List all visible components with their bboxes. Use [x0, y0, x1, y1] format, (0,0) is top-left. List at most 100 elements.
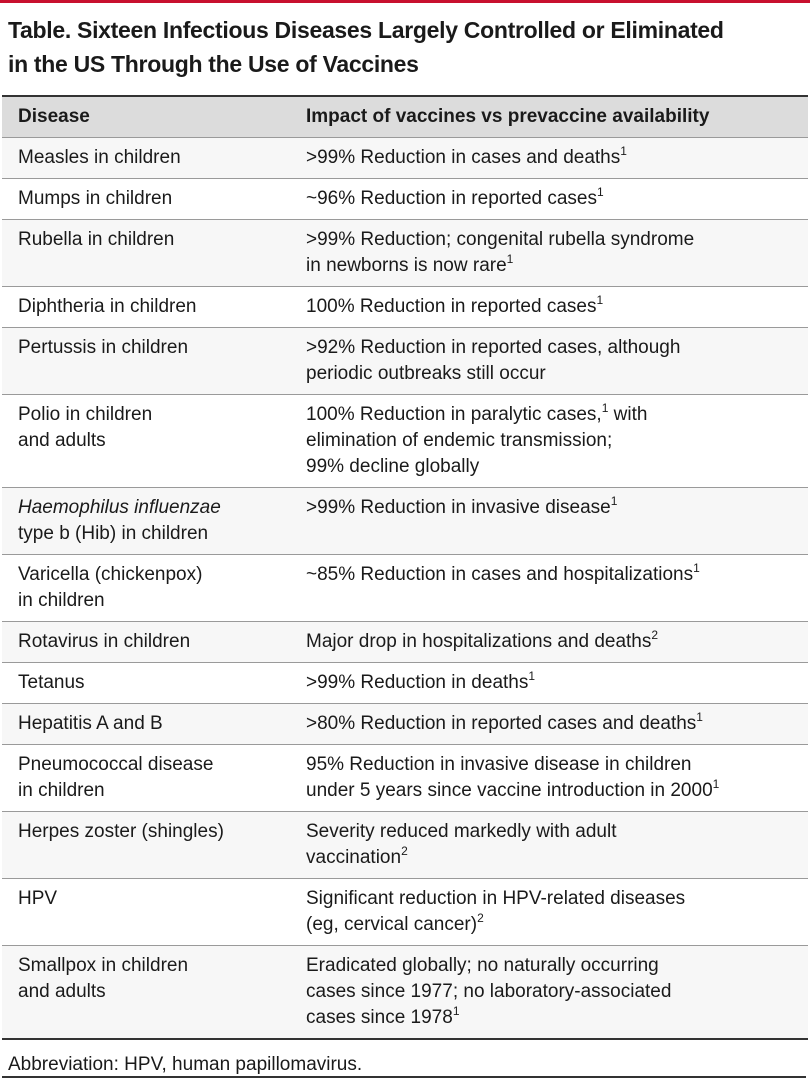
footnote-ref: 2: [477, 911, 484, 925]
table-row: Pertussis in children >92% Reduction in r…: [2, 327, 808, 395]
cell-text: cases since 1977; no laboratory-associat…: [306, 981, 672, 1002]
footnote-ref: 1: [620, 144, 627, 158]
cell: Herpes zoster (shingles): [2, 811, 290, 879]
cell-text: type b (Hib) in children: [18, 523, 209, 544]
cell-text: Herpes zoster (shingles): [18, 821, 224, 842]
cell-text: Measles in children: [18, 147, 181, 168]
cell: ~85% Reduction in cases and hospitalizat…: [290, 554, 808, 622]
cell-text: >99% Reduction; congenital rubella syndr…: [306, 229, 695, 250]
footnote-ref: 1: [712, 777, 720, 791]
header-cell: Disease: [2, 95, 290, 138]
table-head: Disease Impact of vaccines vs prevaccine…: [2, 95, 808, 138]
cell: 100% Reduction in paralytic cases,1 with…: [290, 394, 808, 488]
footnote-ref: 1: [601, 401, 609, 415]
cell-text: Tetanus: [18, 672, 85, 693]
table-row: Rotavirus in children Major drop in hospi…: [2, 621, 808, 663]
cell: >99% Reduction in invasive disease1: [290, 487, 808, 555]
cell-text: Pneumococcal disease: [18, 754, 214, 775]
cell-text: Smallpox in children: [18, 955, 189, 976]
cell-text: >92% Reduction in reported cases, althou…: [306, 337, 681, 358]
cell-text: >99% Reduction in deaths: [306, 672, 529, 693]
cell-text: ~85% Reduction in cases and hospitalizat…: [306, 564, 694, 585]
cell-text: >80% Reduction in reported cases and dea…: [306, 713, 697, 734]
cell: >99% Reduction in deaths1: [290, 662, 808, 704]
table-row: Haemophilus influenzae type b (Hib) in ch…: [2, 487, 808, 555]
cell-text: in children: [18, 780, 105, 801]
cell: Smallpox in children and adults: [2, 945, 290, 1040]
table-row: Pneumococcal disease in children 95% Reduc…: [2, 744, 808, 812]
cell-text: Major drop in hospitalizations and death…: [306, 631, 652, 652]
cell-text: Polio in children: [18, 404, 153, 425]
cell-text: 95% Reduction in invasive disease in chi…: [306, 754, 692, 775]
footnote-ref: 1: [596, 185, 604, 199]
cell-text: 100% Reduction in paralytic cases,: [306, 404, 602, 425]
cell: Measles in children: [2, 137, 290, 179]
footnote-ref: 1: [693, 561, 700, 575]
footnote-ref: 1: [452, 1004, 460, 1018]
cell-text: >99% Reduction in invasive disease: [306, 497, 611, 518]
cell-text: in children: [18, 590, 105, 611]
cell-text: Rubella in children: [18, 229, 175, 250]
cell-text: and adults: [18, 430, 106, 451]
cell-text: Significant reduction in HPV-related dis…: [306, 888, 686, 909]
cell: Polio in children and adults: [2, 394, 290, 488]
cell: Tetanus: [2, 662, 290, 704]
footnote-ref: 1: [610, 494, 618, 508]
cell-text: vaccination: [306, 847, 402, 868]
cell-text: cases since 1978: [306, 1007, 453, 1028]
cell-text: Haemophilus influenzae: [18, 497, 221, 518]
cell-text: with: [608, 404, 648, 425]
header-row: Disease Impact of vaccines vs prevaccine…: [2, 95, 808, 138]
table-row: Herpes zoster (shingles) Severity reduced…: [2, 811, 808, 879]
header-cell: Impact of vaccines vs prevaccine availab…: [290, 95, 808, 138]
cell: Varicella (chickenpox) in children: [2, 554, 290, 622]
table-row: HPV Significant reduction in HPV-related …: [2, 878, 808, 946]
cell: Hepatitis A and B: [2, 703, 290, 745]
cell: >99% Reduction; congenital rubella syndr…: [290, 219, 808, 287]
footnote-ref: 1: [696, 710, 703, 724]
table-row: Rubella in children >99% Reduction; conge…: [2, 219, 808, 287]
cell-text: Hepatitis A and B: [18, 713, 163, 734]
table-row: Measles in children >99% Reduction in cas…: [2, 137, 808, 179]
cell: Diphtheria in children: [2, 286, 290, 328]
cell-text: periodic outbreaks still occur: [306, 363, 546, 384]
cell: Severity reduced markedly with adult vacc…: [290, 811, 808, 879]
cell: Significant reduction in HPV-related dis…: [290, 878, 808, 946]
cell-text: and adults: [18, 981, 106, 1002]
title-line: in the US Through the Use of Vaccines: [8, 51, 419, 77]
cell-text: 99% decline globally: [306, 456, 480, 477]
cell: Mumps in children: [2, 178, 290, 220]
cell-text: under 5 years since vaccine introduction…: [306, 780, 713, 801]
table-row: Polio in children and adults 100% Reductio…: [2, 394, 808, 488]
footnote-ref: 1: [506, 252, 514, 266]
cell-text: Diphtheria in children: [18, 296, 197, 317]
cell: >99% Reduction in cases and deaths1: [290, 137, 808, 179]
cell-text: Severity reduced markedly with adult: [306, 821, 617, 842]
cell-text: Pertussis in children: [18, 337, 189, 358]
footnote-ref: 1: [528, 669, 536, 683]
table-row: Diphtheria in children 100% Reduction in …: [2, 286, 808, 328]
bottom-rule: [2, 1076, 806, 1078]
cell-text: in newborns is now rare: [306, 255, 507, 276]
cell: Rotavirus in children: [2, 621, 290, 663]
title-line: Table. Sixteen Infectious Diseases Large…: [8, 17, 724, 43]
table-row: Smallpox in children and adults Eradicated…: [2, 945, 808, 1040]
footnote-ref: 2: [651, 628, 659, 642]
cell-text: ~96% Reduction in reported cases: [306, 188, 597, 209]
cell: Rubella in children: [2, 219, 290, 287]
table-row: Hepatitis A and B >80% Reduction in repor…: [2, 703, 808, 745]
cell-text: Rotavirus in children: [18, 631, 191, 652]
cell-text: Varicella (chickenpox): [18, 564, 203, 585]
cell: Major drop in hospitalizations and death…: [290, 621, 808, 663]
cell-text: >99% Reduction in cases and deaths: [306, 147, 621, 168]
cell-text: Mumps in children: [18, 188, 173, 209]
table-body: Measles in children >99% Reduction in cas…: [2, 137, 808, 1040]
cell: >92% Reduction in reported cases, althou…: [290, 327, 808, 395]
cell: 95% Reduction in invasive disease in chi…: [290, 744, 808, 812]
footnote: Abbreviation: HPV, human papillomavirus.: [8, 1054, 363, 1075]
cell: ~96% Reduction in reported cases1: [290, 178, 808, 220]
cell-text: elimination of endemic transmission;: [306, 430, 613, 451]
footnote-ref: 1: [596, 293, 604, 307]
cell-text: (eg, cervical cancer): [306, 914, 478, 935]
table-row: Varicella (chickenpox) in children ~85% Re…: [2, 554, 808, 622]
